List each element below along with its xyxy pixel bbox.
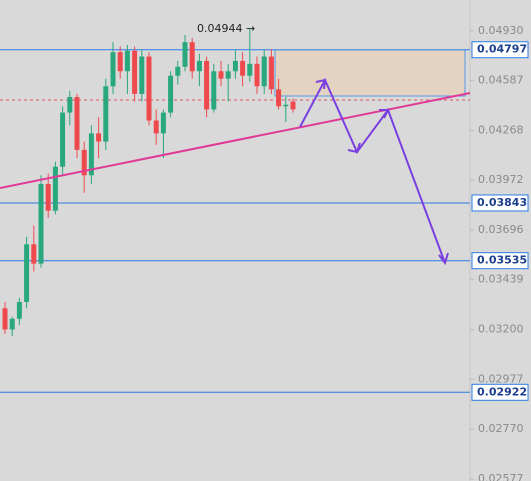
candle-body bbox=[225, 71, 231, 79]
candle-body bbox=[160, 112, 166, 134]
candle-body bbox=[189, 42, 195, 72]
candle-body bbox=[132, 50, 138, 94]
y-tick-label: 0.03696 bbox=[478, 223, 524, 236]
candle-body bbox=[60, 112, 66, 167]
y-tick-label: 0.03200 bbox=[478, 322, 524, 335]
y-tick-label: 0.02977 bbox=[478, 372, 524, 385]
candle-body bbox=[175, 66, 181, 76]
candle-body bbox=[196, 60, 202, 72]
y-tick-label: 0.02770 bbox=[478, 422, 524, 435]
candle-body bbox=[218, 71, 224, 79]
candle-body bbox=[146, 56, 152, 121]
candle-body bbox=[117, 52, 123, 72]
candle-body bbox=[261, 56, 267, 87]
candle-body bbox=[110, 52, 116, 87]
candle-body bbox=[96, 133, 102, 142]
candle-body bbox=[24, 244, 30, 302]
candle-body bbox=[74, 96, 80, 150]
candle-body bbox=[88, 133, 94, 176]
y-tick-label: 0.02577 bbox=[478, 472, 524, 481]
level-label-box bbox=[471, 41, 529, 59]
level-label: 0.03535 bbox=[477, 254, 527, 267]
candle-body bbox=[204, 60, 210, 110]
trend-line bbox=[0, 92, 471, 189]
candle-body bbox=[247, 63, 253, 76]
candle-body bbox=[254, 63, 260, 87]
arrow-head bbox=[379, 109, 390, 119]
candle-body bbox=[276, 89, 282, 107]
candle-body bbox=[139, 56, 145, 94]
candle-body bbox=[9, 318, 15, 330]
level-label-box bbox=[471, 383, 529, 401]
arrow-head bbox=[347, 142, 361, 154]
high-annotation: 0.04944 → bbox=[197, 22, 255, 35]
level-label: 0.03843 bbox=[477, 196, 527, 209]
y-tick-label: 0.03439 bbox=[478, 273, 524, 286]
y-tick-label: 0.04930 bbox=[478, 24, 524, 37]
candle-body bbox=[16, 301, 22, 319]
candle-body bbox=[52, 166, 58, 211]
level-label-box bbox=[471, 194, 529, 212]
candle-body bbox=[211, 71, 217, 110]
level-label-box bbox=[471, 252, 529, 270]
candle-body bbox=[31, 244, 37, 264]
candle-body bbox=[240, 60, 246, 76]
candle-body bbox=[2, 308, 8, 330]
candle-body bbox=[290, 101, 296, 110]
level-label: 0.04797 bbox=[477, 43, 527, 56]
candle-body bbox=[45, 183, 51, 211]
candle-body bbox=[168, 75, 174, 113]
candle-body bbox=[81, 149, 87, 176]
target-zone bbox=[274, 49, 466, 97]
candle-body bbox=[124, 50, 130, 72]
candle-body bbox=[153, 120, 159, 134]
arrow-head bbox=[438, 252, 449, 266]
y-tick-label: 0.04587 bbox=[478, 74, 524, 87]
arrow-head bbox=[315, 78, 327, 90]
y-tick-label: 0.04268 bbox=[478, 123, 524, 136]
candle-body bbox=[38, 183, 44, 264]
candle-body bbox=[268, 56, 274, 90]
candle-body bbox=[283, 104, 289, 107]
candle-body bbox=[103, 86, 109, 142]
y-tick-label: 0.03972 bbox=[478, 173, 524, 186]
candle-body bbox=[232, 60, 238, 72]
candle-body bbox=[182, 42, 188, 67]
level-label: 0.02922 bbox=[477, 385, 527, 398]
candle-body bbox=[67, 96, 73, 113]
